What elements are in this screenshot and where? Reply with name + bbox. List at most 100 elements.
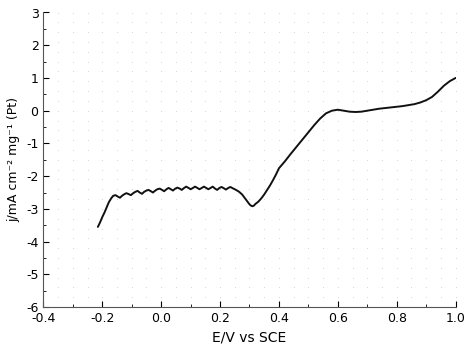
Point [187, 0, 194, 6]
Point [216, 157, 224, 163]
Point [158, 88, 165, 94]
Point [334, 285, 342, 290]
Point [290, 98, 298, 104]
Point [261, 39, 268, 45]
Point [201, 294, 209, 300]
Point [334, 235, 342, 241]
Point [378, 0, 386, 6]
Point [408, 69, 415, 74]
Point [128, 304, 136, 310]
Point [54, 59, 62, 64]
Point [216, 78, 224, 84]
Point [437, 187, 445, 192]
Point [143, 167, 150, 172]
Point [290, 39, 298, 45]
Point [363, 78, 371, 84]
Point [408, 10, 415, 15]
Point [245, 137, 253, 143]
Point [128, 196, 136, 202]
Point [452, 137, 459, 143]
Point [84, 118, 91, 123]
Point [172, 226, 180, 231]
Point [393, 177, 401, 182]
Point [69, 0, 77, 6]
Point [187, 69, 194, 74]
Point [363, 59, 371, 64]
Point [319, 118, 327, 123]
Point [437, 196, 445, 202]
Point [40, 275, 47, 281]
Point [231, 29, 238, 35]
Point [128, 177, 136, 182]
Point [378, 226, 386, 231]
Point [172, 19, 180, 25]
Point [452, 216, 459, 221]
Point [334, 118, 342, 123]
Point [275, 59, 283, 64]
Point [437, 294, 445, 300]
Point [290, 255, 298, 261]
Point [231, 255, 238, 261]
Point [305, 127, 312, 133]
Point [231, 147, 238, 153]
Point [245, 108, 253, 113]
Point [172, 127, 180, 133]
Point [158, 167, 165, 172]
Point [422, 127, 430, 133]
Point [319, 127, 327, 133]
Point [466, 49, 473, 55]
Point [363, 216, 371, 221]
Point [408, 78, 415, 84]
Point [349, 98, 356, 104]
Point [98, 187, 106, 192]
Point [54, 226, 62, 231]
Point [378, 108, 386, 113]
Point [437, 49, 445, 55]
Point [334, 78, 342, 84]
Point [40, 147, 47, 153]
Point [40, 69, 47, 74]
Point [408, 49, 415, 55]
Point [452, 235, 459, 241]
Point [349, 147, 356, 153]
Point [452, 49, 459, 55]
Point [261, 285, 268, 290]
Point [393, 29, 401, 35]
Point [54, 10, 62, 15]
Point [437, 275, 445, 281]
Point [408, 59, 415, 64]
Point [40, 98, 47, 104]
Point [98, 294, 106, 300]
Point [187, 59, 194, 64]
Point [305, 265, 312, 271]
Point [466, 206, 473, 212]
Point [40, 0, 47, 6]
Point [408, 255, 415, 261]
Point [201, 235, 209, 241]
Point [69, 167, 77, 172]
Point [158, 147, 165, 153]
Point [393, 235, 401, 241]
Point [319, 304, 327, 310]
Point [452, 69, 459, 74]
Point [437, 127, 445, 133]
Point [452, 118, 459, 123]
Point [187, 49, 194, 55]
Point [422, 29, 430, 35]
Point [290, 157, 298, 163]
Point [231, 39, 238, 45]
Point [231, 137, 238, 143]
Point [216, 167, 224, 172]
Point [349, 255, 356, 261]
Point [172, 285, 180, 290]
Point [393, 187, 401, 192]
Point [216, 108, 224, 113]
Point [158, 108, 165, 113]
Point [245, 294, 253, 300]
Point [54, 127, 62, 133]
Point [275, 69, 283, 74]
Point [40, 49, 47, 55]
Point [363, 235, 371, 241]
Point [158, 294, 165, 300]
Point [54, 206, 62, 212]
